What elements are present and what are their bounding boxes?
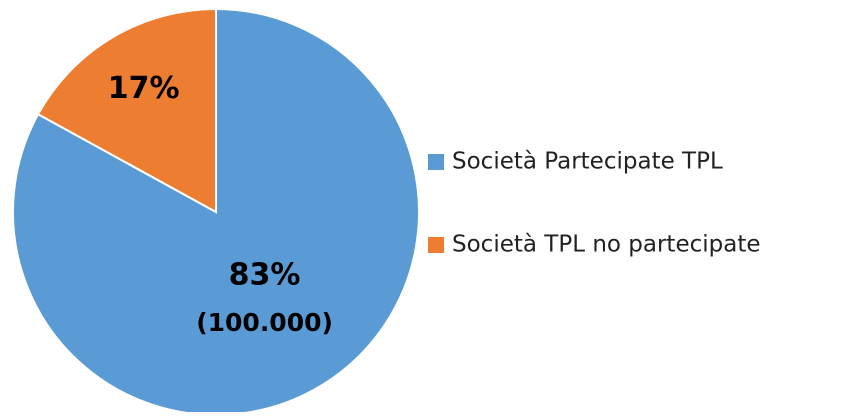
slice-label: 83%: [229, 258, 301, 293]
slice-label: 17%: [108, 71, 180, 106]
slice-annotation: (100.000): [196, 308, 333, 337]
legend-label: Società Partecipate TPL: [452, 149, 723, 175]
legend-label: Società TPL no partecipate: [452, 232, 761, 258]
legend-swatch: [428, 237, 444, 253]
legend-swatch: [428, 154, 444, 170]
pie-slice: [36, 7, 217, 214]
